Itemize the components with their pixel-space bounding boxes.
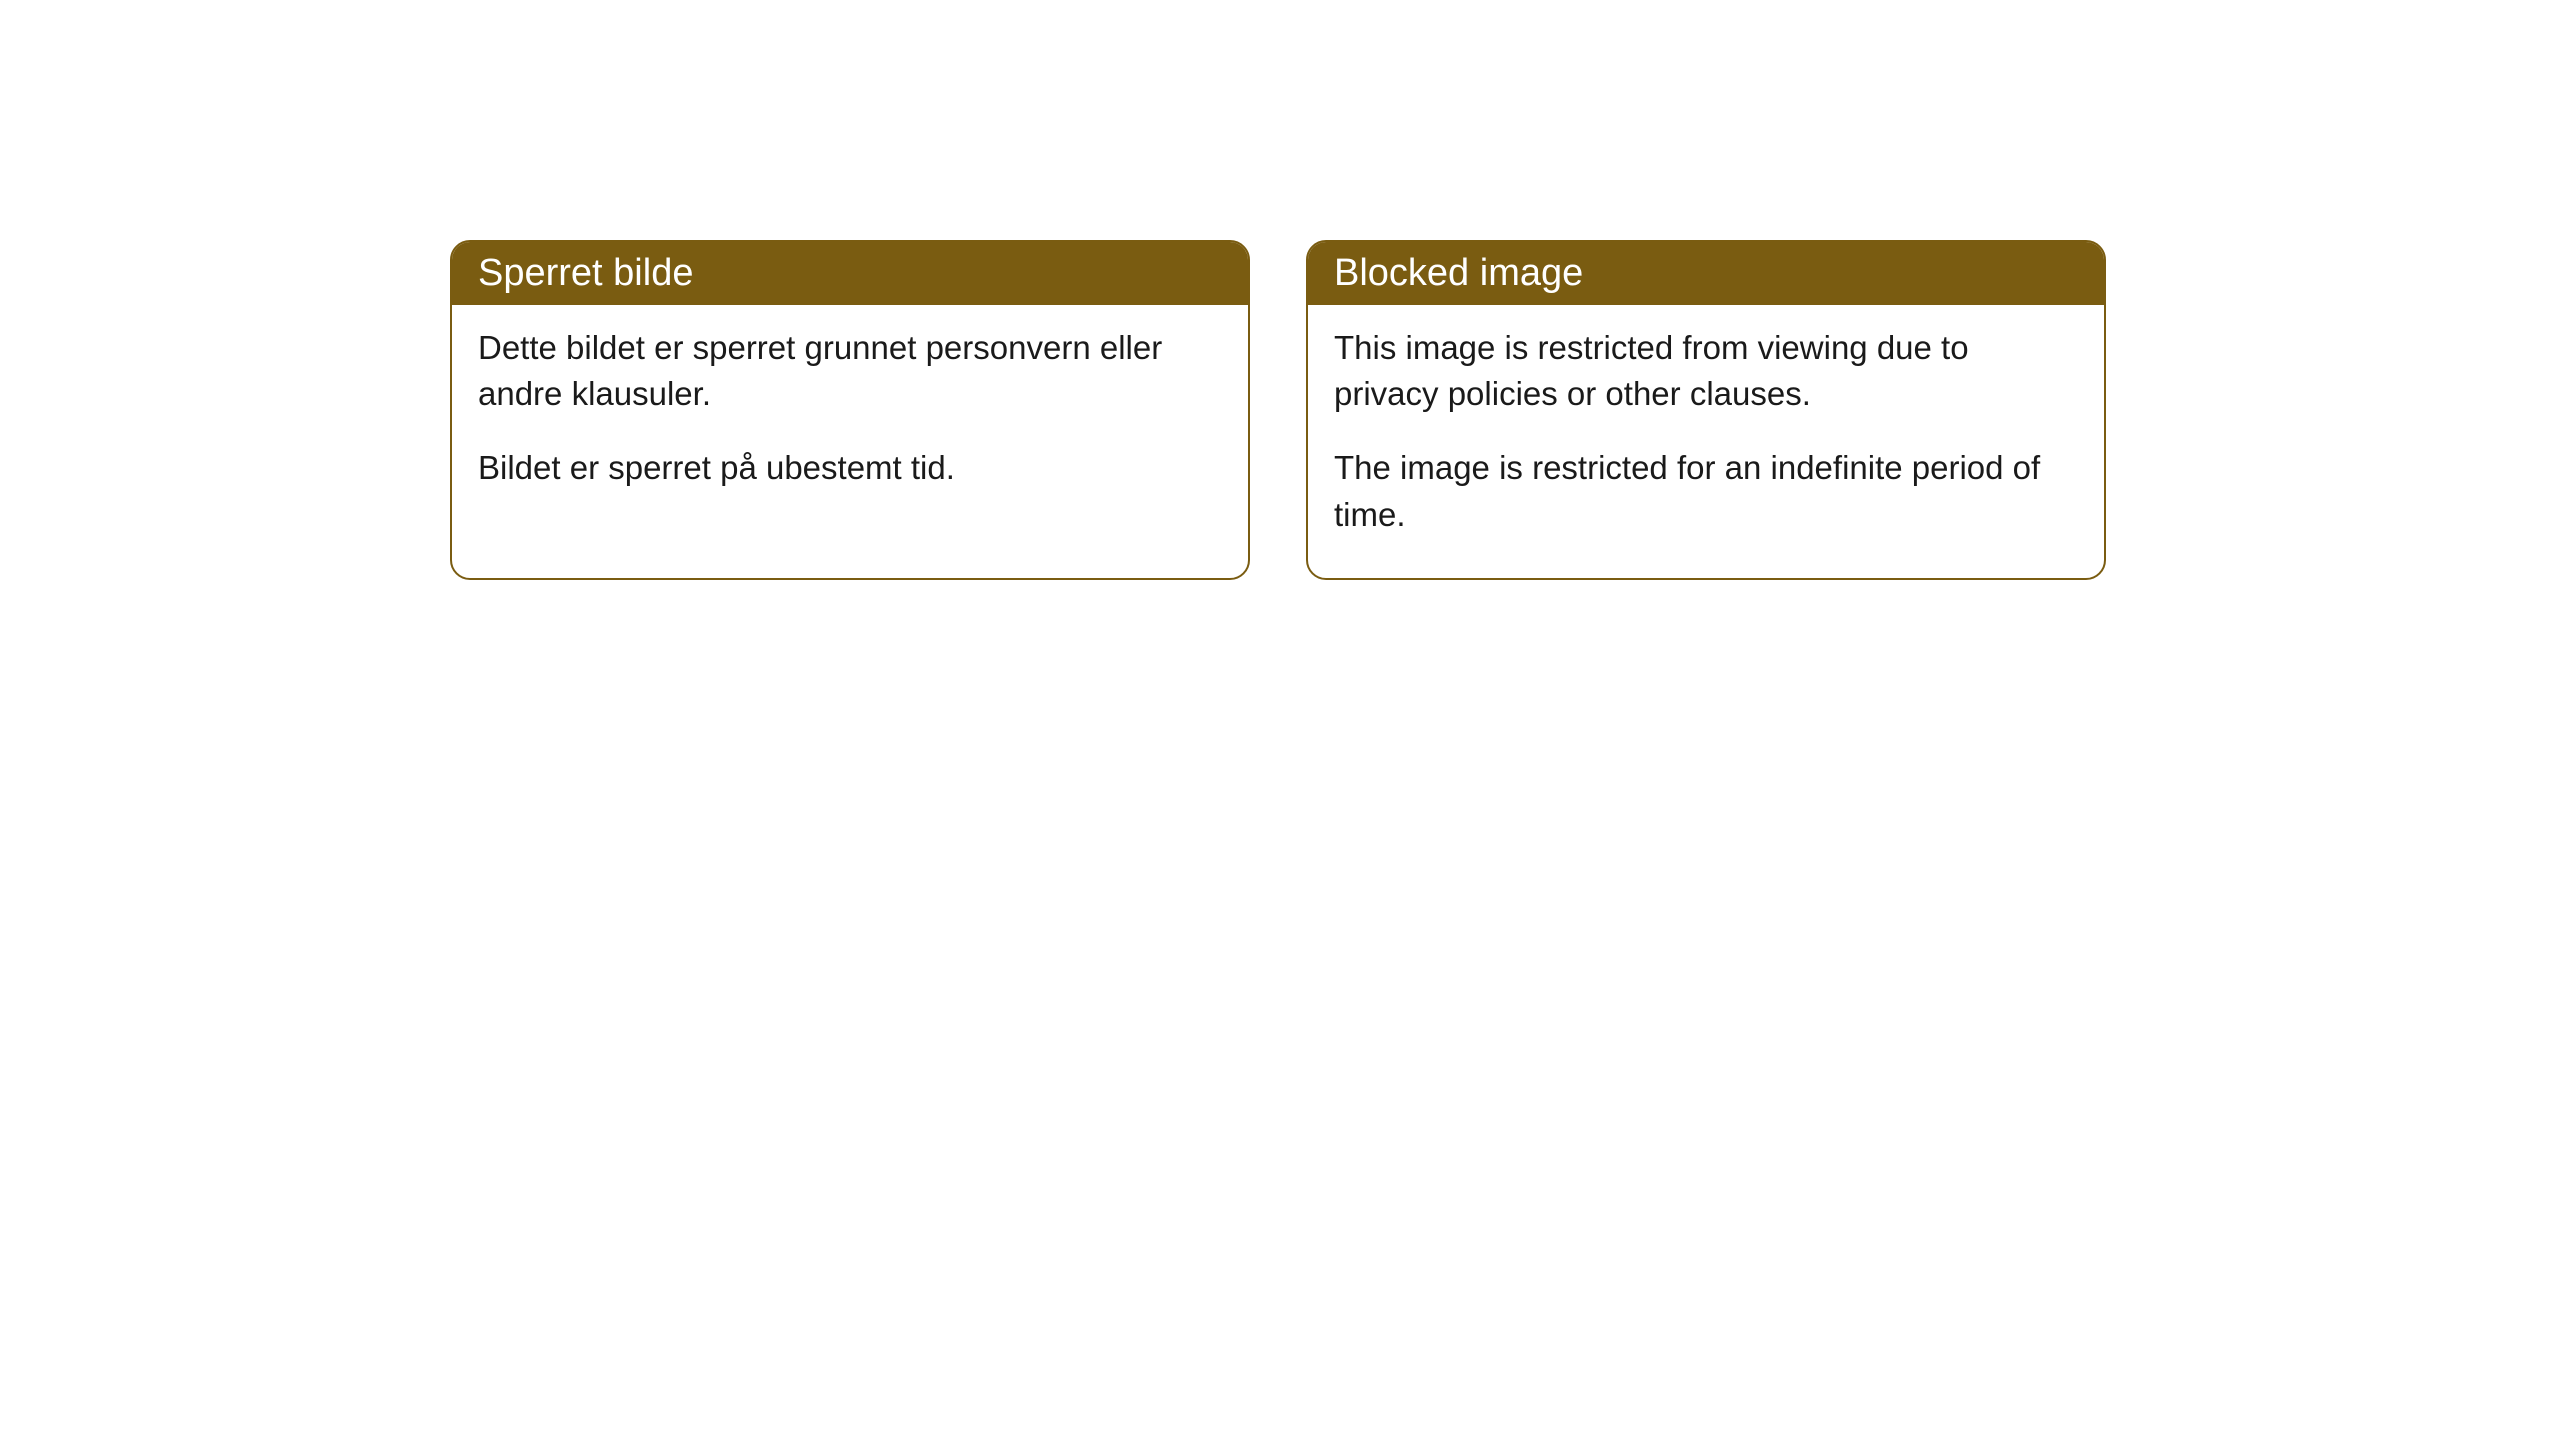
card-body: Dette bildet er sperret grunnet personve… <box>452 305 1248 532</box>
card-body: This image is restricted from viewing du… <box>1308 305 2104 578</box>
notice-card-norwegian: Sperret bilde Dette bildet er sperret gr… <box>450 240 1250 580</box>
card-title: Sperret bilde <box>452 242 1248 305</box>
card-paragraph: Dette bildet er sperret grunnet personve… <box>478 325 1222 417</box>
card-title: Blocked image <box>1308 242 2104 305</box>
card-paragraph: The image is restricted for an indefinit… <box>1334 445 2078 537</box>
card-paragraph: Bildet er sperret på ubestemt tid. <box>478 445 1222 491</box>
notice-cards-container: Sperret bilde Dette bildet er sperret gr… <box>450 240 2560 580</box>
card-paragraph: This image is restricted from viewing du… <box>1334 325 2078 417</box>
notice-card-english: Blocked image This image is restricted f… <box>1306 240 2106 580</box>
